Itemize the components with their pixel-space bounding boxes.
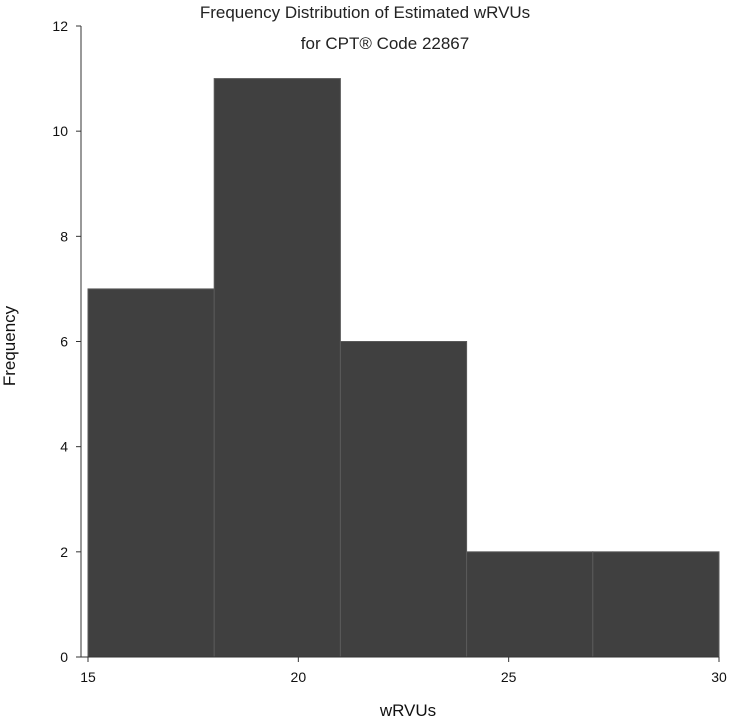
histogram-bar-2: [213, 78, 341, 658]
histogram-bar-4: [466, 551, 594, 658]
chart-title-line-2: for CPT® Code 22867: [301, 34, 469, 53]
y-axis-label: Frequency: [0, 305, 19, 386]
y-tick-label: 0: [60, 649, 68, 665]
y-tick-label: 12: [52, 18, 68, 34]
x-axis-ticks: 15 20 25 30: [80, 657, 727, 685]
y-tick-label: 6: [60, 334, 68, 350]
x-tick-label: 15: [80, 669, 96, 685]
histogram-bar-1: [87, 288, 215, 658]
bars-group: [87, 78, 720, 658]
y-tick-label: 10: [52, 123, 68, 139]
x-axis-label: wRVUs: [379, 701, 436, 720]
y-tick-label: 8: [60, 228, 68, 244]
histogram-bar-3: [339, 341, 468, 658]
x-tick-label: 30: [711, 669, 727, 685]
y-tick-label: 2: [60, 544, 68, 560]
chart-title-line-1: Frequency Distribution of Estimated wRVU…: [200, 3, 530, 22]
histogram-bar-5: [592, 551, 720, 658]
y-axis-ticks: 0 2 4 6 8 10 12: [52, 18, 81, 665]
x-tick-label: 20: [291, 669, 307, 685]
x-tick-label: 25: [501, 669, 517, 685]
y-tick-label: 4: [60, 439, 68, 455]
